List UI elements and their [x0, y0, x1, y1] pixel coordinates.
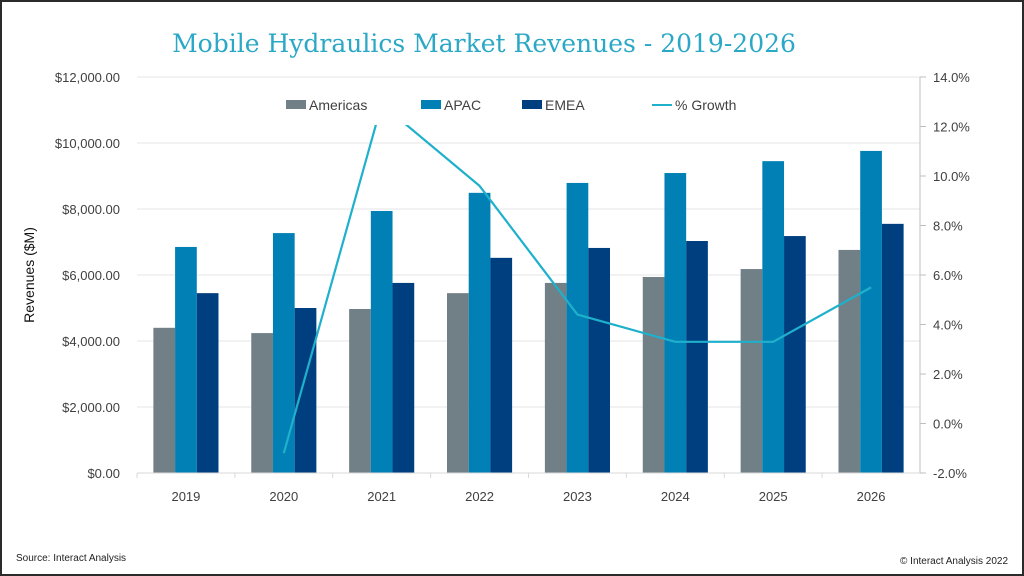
- bar-americas-2024: [642, 276, 665, 473]
- bar-apac-2026: [860, 150, 882, 474]
- chart-title: Mobile Hydraulics Market Revenues - 2019…: [172, 29, 796, 58]
- x-tick-label: 2022: [465, 489, 494, 504]
- legend-swatch-apac: [421, 100, 441, 109]
- bar-emea-2023: [588, 247, 610, 473]
- bar-americas-2020: [251, 333, 273, 473]
- bar-americas-2023: [544, 282, 567, 473]
- legend-label: % Growth: [675, 97, 736, 113]
- bar-americas-2021: [349, 308, 371, 473]
- y2-tick-label: 14.0%: [933, 70, 970, 85]
- bar-americas-2025: [740, 269, 763, 473]
- bar-emea-2026: [881, 223, 904, 473]
- bar-americas-2019: [153, 327, 176, 473]
- x-tick-label: 2026: [857, 489, 886, 504]
- legend-swatch-americas: [286, 100, 306, 109]
- bar-emea-2021: [392, 282, 415, 473]
- bar-apac-2020: [272, 233, 295, 473]
- bar-americas-2022: [447, 293, 469, 473]
- bar-emea-2024: [686, 241, 708, 473]
- bar-apac-2021: [370, 210, 393, 474]
- y-tick-label: $4,000.00: [62, 334, 120, 349]
- bar-americas-2026: [838, 249, 861, 473]
- copyright-note: © Interact Analysis 2022: [900, 556, 1008, 567]
- bar-emea-2022: [490, 257, 513, 473]
- legend-label: APAC: [444, 97, 481, 113]
- x-tick-label: 2020: [269, 489, 298, 504]
- source-note: Source: Interact Analysis: [16, 553, 126, 564]
- x-tick-label: 2024: [661, 489, 690, 504]
- y2-tick-label: 8.0%: [933, 219, 963, 234]
- bar-apac-2019: [175, 246, 197, 473]
- y2-tick-label: -2.0%: [933, 466, 967, 481]
- bar-apac-2022: [468, 192, 491, 473]
- y2-tick-label: 10.0%: [933, 169, 970, 184]
- x-tick-label: 2021: [367, 489, 396, 504]
- x-tick-label: 2025: [759, 489, 788, 504]
- bar-emea-2020: [294, 308, 317, 473]
- bar-apac-2025: [762, 161, 785, 473]
- y-tick-label: $12,000.00: [55, 70, 120, 85]
- y-tick-label: $0.00: [87, 466, 120, 481]
- legend-label: Americas: [309, 97, 367, 113]
- y-tick-label: $8,000.00: [62, 202, 120, 217]
- y2-tick-label: 6.0%: [933, 268, 963, 283]
- legend-swatch-emea: [522, 100, 542, 109]
- y2-tick-label: 0.0%: [933, 417, 963, 432]
- bar-emea-2019: [196, 293, 219, 473]
- x-tick-label: 2023: [563, 489, 592, 504]
- bar-apac-2023: [566, 182, 589, 473]
- y2-tick-label: 12.0%: [933, 120, 970, 135]
- legend-background: [278, 89, 748, 125]
- y-tick-label: $10,000.00: [55, 136, 120, 151]
- bar-apac-2024: [664, 173, 687, 473]
- y-axis-label: Revenues ($M): [21, 227, 37, 323]
- y2-tick-label: 4.0%: [933, 318, 963, 333]
- legend-label: EMEA: [545, 97, 585, 113]
- y-tick-label: $2,000.00: [62, 400, 120, 415]
- bar-emea-2025: [784, 236, 806, 473]
- x-tick-label: 2019: [171, 489, 200, 504]
- y-tick-label: $6,000.00: [62, 268, 120, 283]
- y2-tick-label: 2.0%: [933, 367, 963, 382]
